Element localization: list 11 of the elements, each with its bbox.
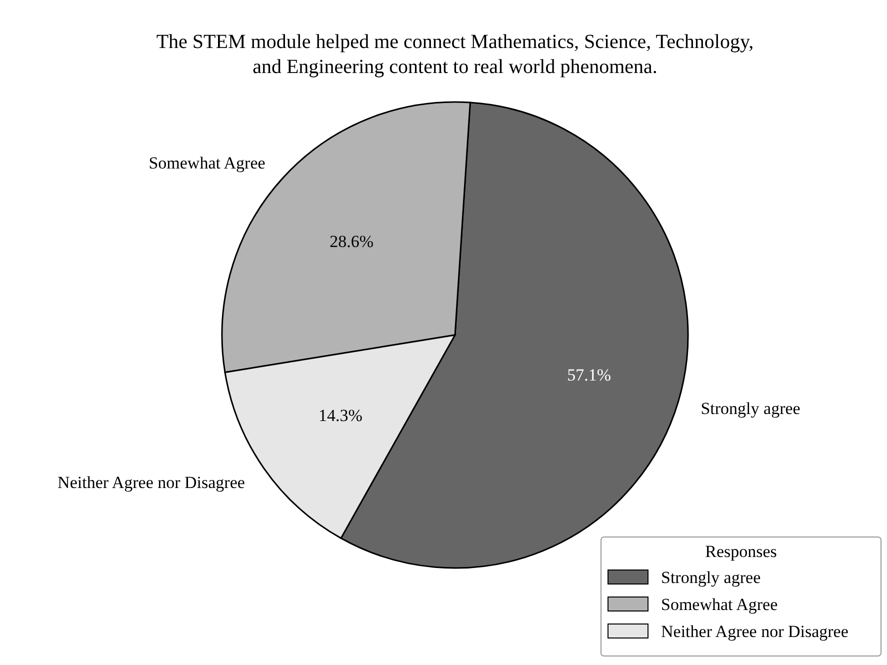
data-label: 57.1% bbox=[567, 366, 611, 385]
legend-label: Somewhat Agree bbox=[661, 594, 778, 614]
legend-label: Strongly agree bbox=[661, 568, 761, 587]
data-label: 28.6% bbox=[330, 232, 374, 251]
slice-label: Neither Agree nor Disagree bbox=[58, 472, 245, 492]
slice-label: Somewhat Agree bbox=[148, 154, 266, 173]
legend-title: Responses bbox=[705, 542, 777, 561]
slice-label: Strongly agree bbox=[700, 398, 800, 418]
chart-title: The STEM module helped me connect Mathematics, Science, Technology, and Engineering content to real world phenomena. bbox=[156, 31, 754, 78]
legend-label: Neither Agree nor Disagree bbox=[661, 622, 848, 641]
data-label: 14.3% bbox=[318, 406, 362, 426]
